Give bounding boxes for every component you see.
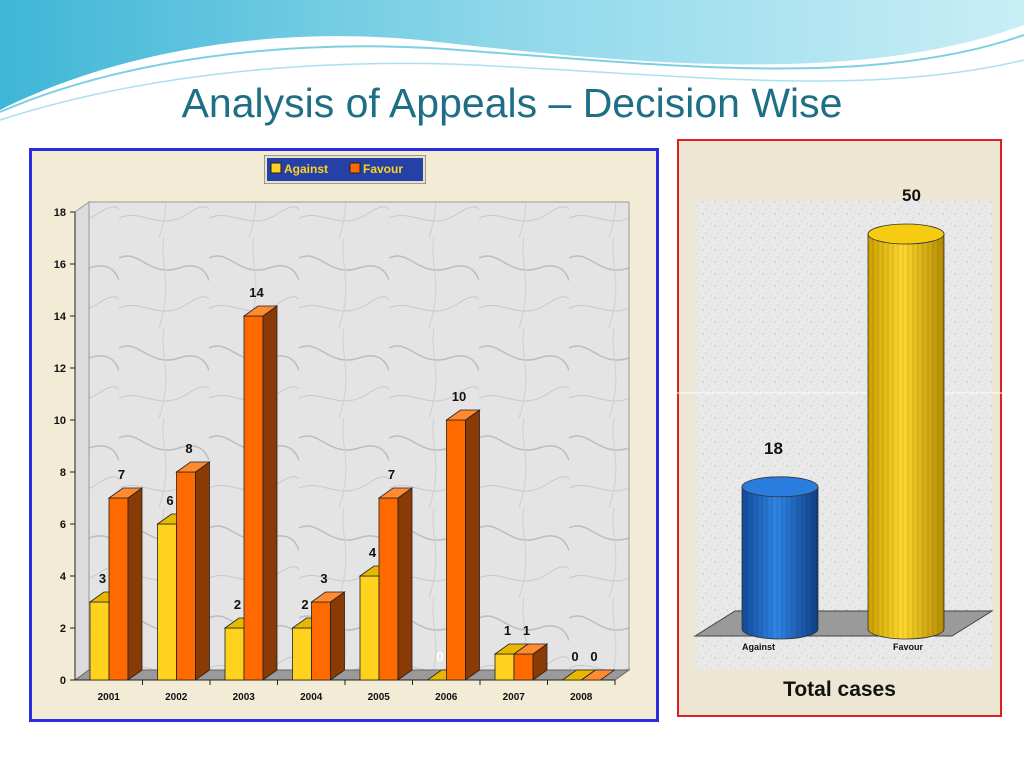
data-label-against-2007: 1 [504, 623, 511, 638]
bar-favour-2007 [513, 653, 534, 681]
x-tick-label: 2002 [165, 692, 188, 703]
data-label-against-2006: 0 [436, 649, 443, 664]
header-wave-decoration [0, 0, 1024, 121]
bar-top-favour-2008 [580, 669, 616, 681]
total-cases-chart: Against Favour [677, 201, 1002, 669]
y-tick-label: 10 [54, 415, 66, 427]
bar-favour-2002 [176, 471, 196, 681]
data-label-favour-2008: 0 [590, 649, 597, 664]
x-tick-label: 2007 [503, 692, 526, 703]
bar-against-2004 [292, 627, 312, 681]
y-tick-label: 4 [60, 571, 67, 583]
bar-top-favour-2002 [175, 461, 211, 473]
data-label-against-2008: 0 [571, 649, 578, 664]
y-tick-label: 18 [54, 207, 66, 219]
data-label-against-2002: 6 [166, 493, 173, 508]
chart-legend: Against Favour [263, 154, 427, 185]
bar-side-favour-2005 [397, 487, 413, 681]
data-label-against-2004: 2 [301, 597, 308, 612]
total-plot-floor [693, 610, 994, 637]
y-tick-label: 0 [60, 675, 66, 687]
data-label-favour-2006: 10 [452, 389, 466, 404]
y-tick-label: 8 [60, 467, 66, 479]
bar-top-favour-2006 [445, 409, 481, 421]
x-tick-label: 2005 [368, 692, 391, 703]
total-value-favour: 50 [902, 186, 921, 205]
bar-favour-2003 [243, 315, 264, 681]
bar-top-favour-2007 [512, 643, 549, 655]
bar-side-favour-2003 [262, 305, 278, 681]
bar-top-favour-2001 [107, 487, 144, 499]
total-cases-label: Total cases [783, 678, 896, 701]
total-plot-area [695, 201, 992, 669]
data-label-favour-2007: 1 [523, 623, 530, 638]
bar-favour-2001 [108, 497, 129, 681]
legend-item-favour: Favour [349, 162, 403, 176]
x-tick-label: 2003 [233, 692, 256, 703]
total-bar-favour [867, 233, 945, 640]
legend-swatch-favour [349, 162, 361, 174]
total-value-against: 18 [764, 438, 783, 458]
bar-favour-2006 [446, 419, 466, 681]
data-label-favour-2003: 14 [249, 285, 264, 300]
y-tick-label: 2 [60, 623, 66, 635]
y-tick-label: 16 [54, 259, 66, 271]
bar-against-2007 [494, 653, 515, 681]
x-tick-label: 2001 [98, 692, 121, 703]
x-tick-label: 2006 [435, 692, 458, 703]
slide-title: Analysis of Appeals – Decision Wise [181, 80, 843, 126]
total-bar-top-favour [867, 223, 945, 245]
bar-side-favour-2001 [127, 487, 143, 681]
data-label-favour-2001: 7 [118, 467, 125, 482]
x-tick-label: 2008 [570, 692, 593, 703]
bar-against-2005 [359, 575, 380, 681]
bar-against-2002 [157, 523, 177, 681]
legend-label-favour: Favour [363, 162, 403, 176]
bar-against-2003 [224, 627, 245, 681]
bar-side-favour-2006 [465, 409, 480, 681]
total-category-label: Favour [893, 642, 924, 652]
bar-against-2001 [89, 601, 110, 681]
legend-label-against: Against [284, 162, 328, 176]
bar-side-favour-2002 [195, 461, 210, 681]
data-label-favour-2004: 3 [320, 571, 327, 586]
total-bar-top-against [741, 476, 819, 498]
bar-side-favour-2004 [330, 591, 345, 681]
data-label-favour-2002: 8 [185, 441, 192, 456]
total-bar-against [741, 486, 819, 640]
bar-favour-2004 [311, 601, 331, 681]
y-tick-label: 12 [54, 363, 66, 375]
x-tick-label: 2004 [300, 692, 323, 703]
data-label-against-2001: 3 [99, 571, 106, 586]
total-category-label: Against [742, 642, 775, 652]
bar-top-favour-2003 [242, 305, 279, 317]
data-label-against-2005: 4 [369, 545, 377, 560]
bar-top-favour-2004 [310, 591, 346, 603]
bar-favour-2005 [378, 497, 399, 681]
data-label-against-2003: 2 [234, 597, 241, 612]
y-tick-label: 14 [54, 311, 67, 323]
plot-side-wall [74, 201, 90, 681]
legend-item-against: Against [270, 162, 328, 176]
bar-top-favour-2005 [377, 487, 414, 499]
data-label-favour-2005: 7 [388, 467, 395, 482]
legend-swatch-against [270, 162, 282, 174]
y-tick-label: 6 [60, 519, 66, 531]
